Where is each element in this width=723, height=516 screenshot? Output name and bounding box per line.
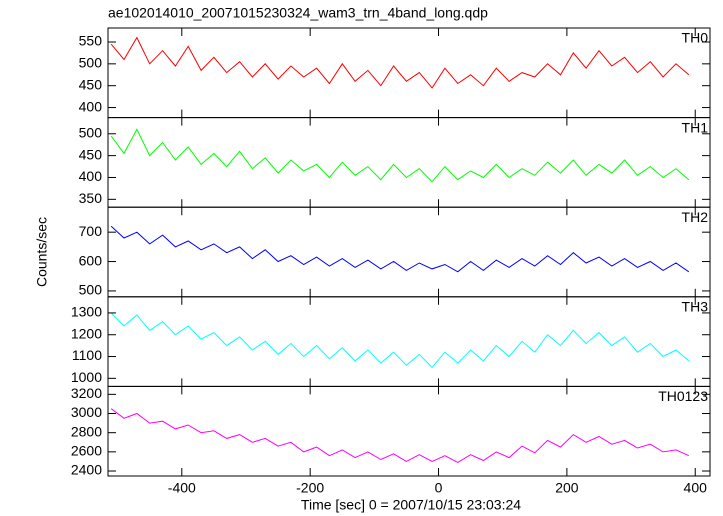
y-tick-label: 550 bbox=[79, 33, 103, 49]
y-tick-label: 500 bbox=[79, 55, 103, 71]
panel-frame bbox=[107, 117, 711, 208]
y-tick-label: 500 bbox=[79, 282, 103, 298]
y-tick-label: 450 bbox=[79, 76, 103, 92]
y-tick-label: 2800 bbox=[71, 423, 102, 439]
panel-label: TH0123 bbox=[658, 388, 708, 404]
y-tick-label: 400 bbox=[79, 168, 103, 184]
y-tick-label: 3000 bbox=[71, 404, 102, 420]
x-tick-label: -400 bbox=[168, 480, 196, 496]
x-tick-label: 400 bbox=[684, 480, 708, 496]
series-line bbox=[110, 36, 690, 89]
y-tick-label: 600 bbox=[79, 252, 103, 268]
x-tick-label: -200 bbox=[296, 480, 324, 496]
y-tick-label: 1200 bbox=[71, 325, 102, 341]
series-line bbox=[110, 225, 690, 273]
y-tick-label: 1000 bbox=[71, 369, 102, 385]
y-tick-label: 400 bbox=[79, 98, 103, 114]
y-axis-label: Counts/sec bbox=[34, 217, 50, 287]
series-line bbox=[110, 128, 690, 183]
panel-label: TH1 bbox=[682, 119, 709, 135]
panel-label: TH0 bbox=[682, 30, 709, 46]
y-tick-label: 350 bbox=[79, 190, 103, 206]
series-line bbox=[110, 408, 690, 463]
y-tick-label: 450 bbox=[79, 146, 103, 162]
x-tick-label: 0 bbox=[435, 480, 443, 496]
y-tick-label: 3200 bbox=[71, 385, 102, 401]
x-tick-label: 200 bbox=[555, 480, 579, 496]
panel-label: TH2 bbox=[682, 209, 709, 225]
y-tick-label: 700 bbox=[79, 223, 103, 239]
y-tick-label: 500 bbox=[79, 124, 103, 140]
panel-frame bbox=[107, 385, 711, 477]
panel-label: TH3 bbox=[682, 299, 709, 315]
panel-frame bbox=[107, 296, 711, 387]
y-tick-label: 2600 bbox=[71, 443, 102, 459]
y-tick-label: 2400 bbox=[71, 462, 102, 478]
y-tick-label: 1300 bbox=[71, 304, 102, 320]
x-axis-label: Time [sec] 0 = 2007/10/15 23:03:24 bbox=[301, 497, 521, 513]
panel-frame bbox=[107, 27, 711, 119]
y-tick-label: 1100 bbox=[72, 347, 102, 363]
panel-frame bbox=[107, 206, 711, 298]
series-line bbox=[110, 312, 690, 369]
chart-title: ae102014010_20071015230324_wam3_trn_4ban… bbox=[108, 5, 488, 21]
